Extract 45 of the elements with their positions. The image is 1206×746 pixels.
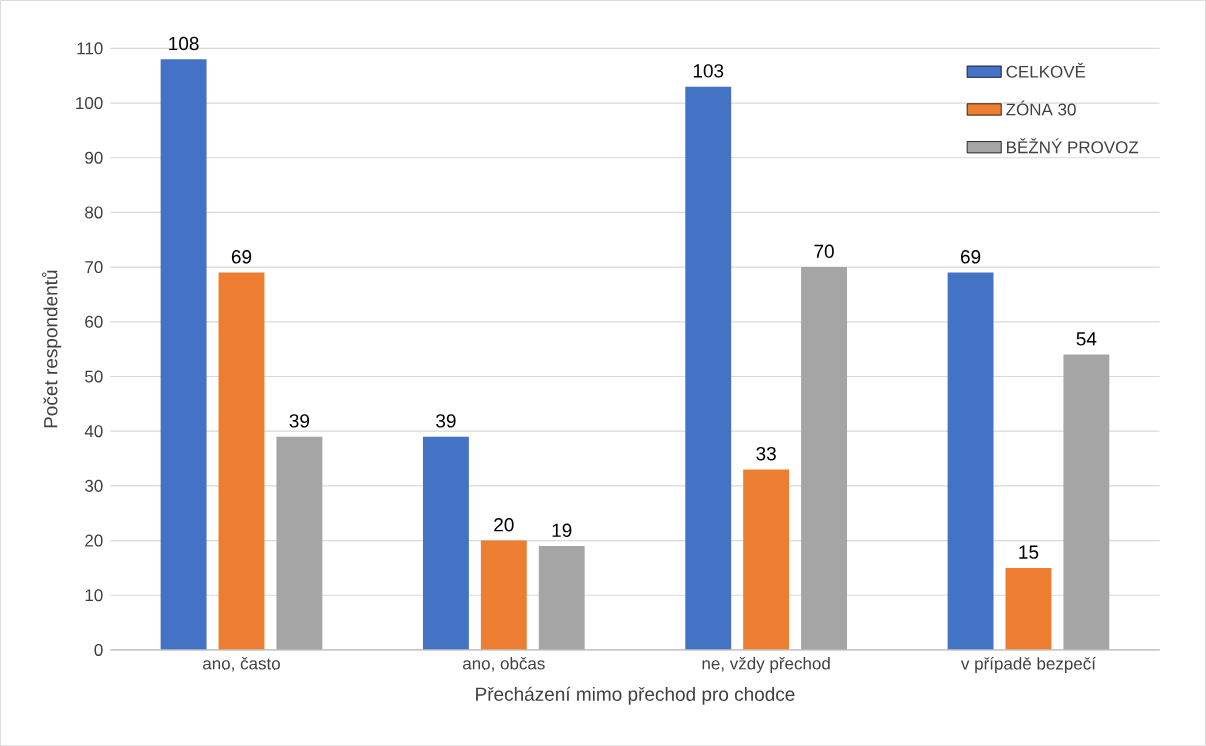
y-tick-label: 80 <box>85 206 103 219</box>
y-tick-label: 70 <box>85 260 103 273</box>
x-tick-label: ano, občas <box>462 656 545 672</box>
y-tick-label: 0 <box>94 643 103 656</box>
bar <box>801 266 847 650</box>
bar <box>538 545 585 650</box>
x-tick-label: ne, vždy přechod <box>702 656 830 673</box>
y-tick-label: 30 <box>85 479 103 492</box>
y-tick-label: 50 <box>85 370 103 383</box>
data-label: 69 <box>231 249 252 264</box>
data-label: 20 <box>494 517 514 532</box>
y-tick-label: 100 <box>76 96 103 109</box>
data-label: 15 <box>1019 545 1039 559</box>
y-tick-label: 10 <box>85 589 103 602</box>
bar <box>947 272 994 650</box>
x-tick-label: v případě bezpečí <box>961 656 1096 673</box>
y-axis-title: Počet respondentů <box>41 270 62 428</box>
bar <box>743 469 790 650</box>
y-tick-label: 60 <box>85 315 103 328</box>
data-label: 39 <box>289 414 310 428</box>
data-label: 108 <box>169 36 199 51</box>
x-axis-title: Přecházení mimo přechod pro chodce <box>476 686 795 705</box>
bar <box>218 272 265 650</box>
data-label: 33 <box>756 446 776 461</box>
data-label: 103 <box>693 63 724 78</box>
data-label: 69 <box>960 249 981 264</box>
y-tick-label: 20 <box>85 534 103 547</box>
y-tick-label: 90 <box>85 151 103 164</box>
data-label: 54 <box>1076 332 1097 346</box>
bar <box>1005 567 1052 650</box>
legend-label: CELKOVĚ <box>1006 62 1086 78</box>
legend-label: BĚŽNÝ PROVOZ <box>1007 138 1139 154</box>
bar <box>685 86 732 650</box>
bar <box>160 59 207 650</box>
data-label: 70 <box>814 244 834 258</box>
data-label: 39 <box>436 414 456 428</box>
bar <box>1063 354 1110 650</box>
bar <box>276 436 323 650</box>
x-tick-label: ano, často <box>203 656 280 672</box>
y-tick-label: 110 <box>77 42 103 55</box>
bar <box>480 540 527 650</box>
bar <box>422 436 469 650</box>
y-tick-label: 40 <box>84 425 103 438</box>
data-label: 19 <box>552 523 572 537</box>
legend-label: ZÓNA 30 <box>1006 100 1076 116</box>
